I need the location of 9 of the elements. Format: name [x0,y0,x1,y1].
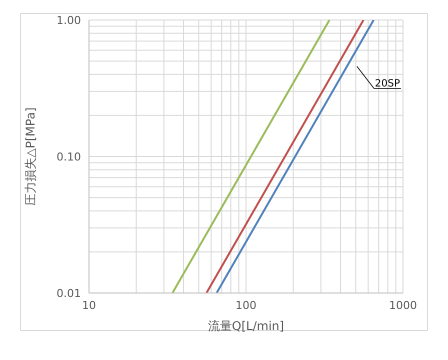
x-tick-label: 1000 [389,298,417,312]
x-tick-label: 10 [82,298,96,312]
x-tick-label: 100 [236,298,256,312]
y-axis-title: 圧力損失△P[MPa] [23,107,38,206]
text: 20SP [374,78,400,90]
y-tick-label: 0.10 [56,150,81,164]
x-axis-title: 流量Q[L/min] [208,319,284,333]
y-tick-label: 0.01 [56,286,81,300]
y-tick-label: 1.00 [56,14,81,27]
